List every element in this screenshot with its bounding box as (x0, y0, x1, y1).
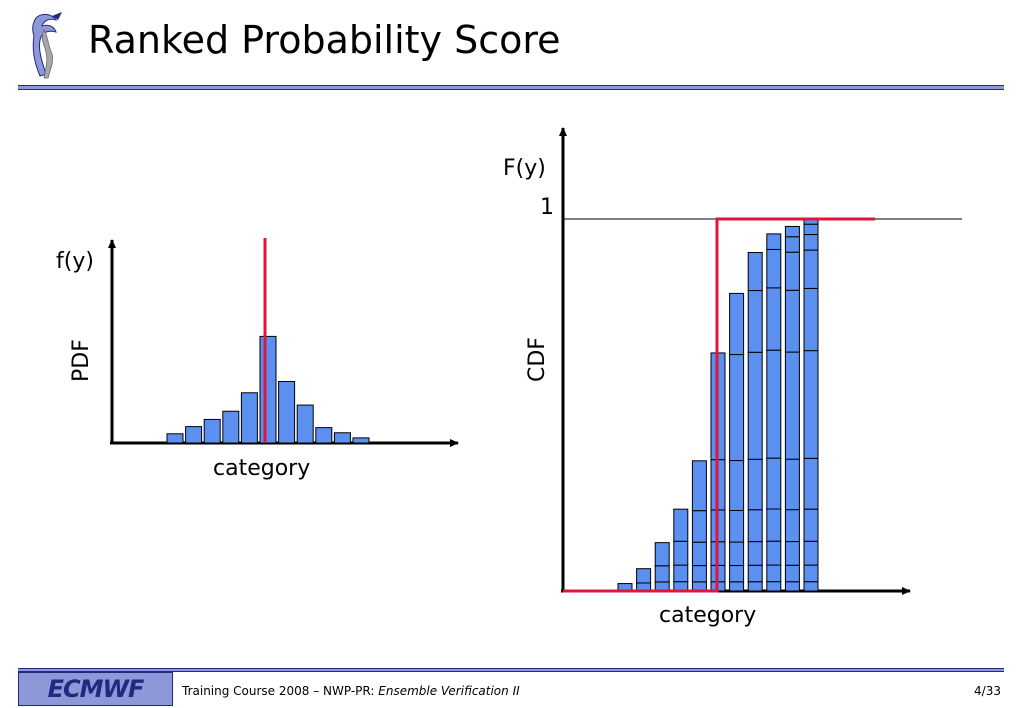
ecmwf-bird-logo-icon (32, 12, 62, 79)
cdf-bar-segment (803, 223, 819, 236)
cdf-y-tick-label: 1 (540, 195, 554, 220)
cdf-bar-segment (803, 249, 819, 289)
pdf-bar (278, 381, 296, 444)
slide-title: Ranked Probability Score (88, 18, 561, 62)
cdf-bars (617, 218, 819, 592)
pdf-x-axis-label: category (213, 456, 310, 481)
cdf-bar-segment (784, 351, 800, 460)
cdf-bar-segment (766, 233, 782, 250)
cdf-bar-segment (729, 581, 745, 592)
cdf-bar-segment (691, 541, 707, 567)
cdf-bar-segment (803, 564, 819, 583)
pdf-y-axis-label: PDF (69, 339, 94, 382)
cdf-bar-segment (747, 351, 763, 460)
cdf-bar-segment (747, 564, 763, 583)
pdf-y-top-label: f(y) (56, 249, 94, 274)
cdf-bar-segment (729, 565, 745, 583)
cdf-bar-segment (784, 509, 800, 543)
cdf-bar-segment (729, 509, 745, 543)
cdf-bar-segment (636, 568, 652, 584)
title-divider (18, 85, 1004, 90)
cdf-bar-segment (766, 248, 782, 289)
cdf-bar-segment (784, 458, 800, 511)
cdf-x-axis-label: category (659, 603, 756, 628)
pdf-bar (166, 433, 184, 444)
cdf-bar-segment (729, 460, 745, 511)
cdf-bar-segment (654, 542, 670, 567)
cdf-y-axis-label: CDF (525, 337, 550, 382)
cdf-bar-segment (691, 460, 707, 512)
pdf-bar (296, 404, 314, 444)
cdf-bar-segment (766, 564, 782, 583)
footer-course-prefix: Training Course 2008 – NWP-PR: (182, 684, 379, 698)
cdf-bar-segment (803, 234, 819, 251)
cdf-bar-segment (747, 251, 763, 292)
cdf-bar-segment (747, 541, 763, 566)
pdf-bar (315, 427, 333, 444)
cdf-bar-segment (747, 458, 763, 511)
cdf-chart: F(y) 1 CDF category (503, 127, 962, 628)
footer-logo-text: ECMWF (47, 675, 145, 703)
cdf-bar-segment (784, 564, 800, 583)
cdf-bar-segment (729, 354, 745, 462)
pdf-bar (240, 392, 258, 444)
cdf-bar-segment (691, 510, 707, 543)
cdf-observation-step-line (563, 217, 875, 593)
page-number: 4/33 (974, 684, 1001, 698)
footer-divider (18, 668, 1004, 672)
footer-ecmwf-logo: ECMWF (18, 672, 173, 706)
pdf-bar (352, 437, 370, 444)
pdf-chart: f(y) PDF category (56, 238, 459, 481)
pdf-bar (333, 432, 351, 444)
pdf-bars (166, 335, 370, 444)
cdf-bar-segment (784, 236, 800, 253)
cdf-bar-segment (747, 581, 763, 592)
cdf-bar-segment (766, 581, 782, 592)
cdf-bar-segment (803, 287, 819, 352)
cdf-bar-segment (766, 349, 782, 459)
cdf-bar-segment (654, 565, 670, 583)
cdf-y-top-label: F(y) (503, 156, 546, 181)
cdf-bar-segment (784, 581, 800, 592)
cdf-bar-segment (803, 540, 819, 566)
cdf-bar-segment (673, 540, 689, 566)
cdf-bar-segment (784, 289, 800, 353)
cdf-bar-segment (803, 508, 819, 542)
cdf-bar-segment (784, 541, 800, 566)
footer-course-italic: Ensemble Verification II (378, 684, 520, 698)
cdf-bar-segment (766, 508, 782, 542)
cdf-bar-segment (673, 508, 689, 542)
pdf-bar (185, 426, 203, 444)
cdf-bar-segment (803, 581, 819, 592)
cdf-bar-segment (747, 290, 763, 353)
cdf-bar-segment (784, 251, 800, 291)
pdf-bar (203, 418, 221, 444)
cdf-bar-segment (803, 457, 819, 510)
pdf-bar (259, 335, 277, 444)
cdf-bar-segment (747, 509, 763, 543)
cdf-bar-segment (766, 287, 782, 351)
footer-course-text: Training Course 2008 – NWP-PR: Ensemble … (182, 684, 520, 698)
cdf-bar-segment (784, 225, 800, 238)
cdf-bar-segment (803, 350, 819, 459)
cdf-bar-segment (729, 541, 745, 567)
cdf-bar-segment (766, 540, 782, 566)
cdf-bar-segment (691, 565, 707, 583)
pdf-bar (222, 410, 240, 444)
cdf-bar-segment (729, 292, 745, 356)
cdf-bar-segment (673, 564, 689, 583)
cdf-bar-segment (766, 457, 782, 510)
